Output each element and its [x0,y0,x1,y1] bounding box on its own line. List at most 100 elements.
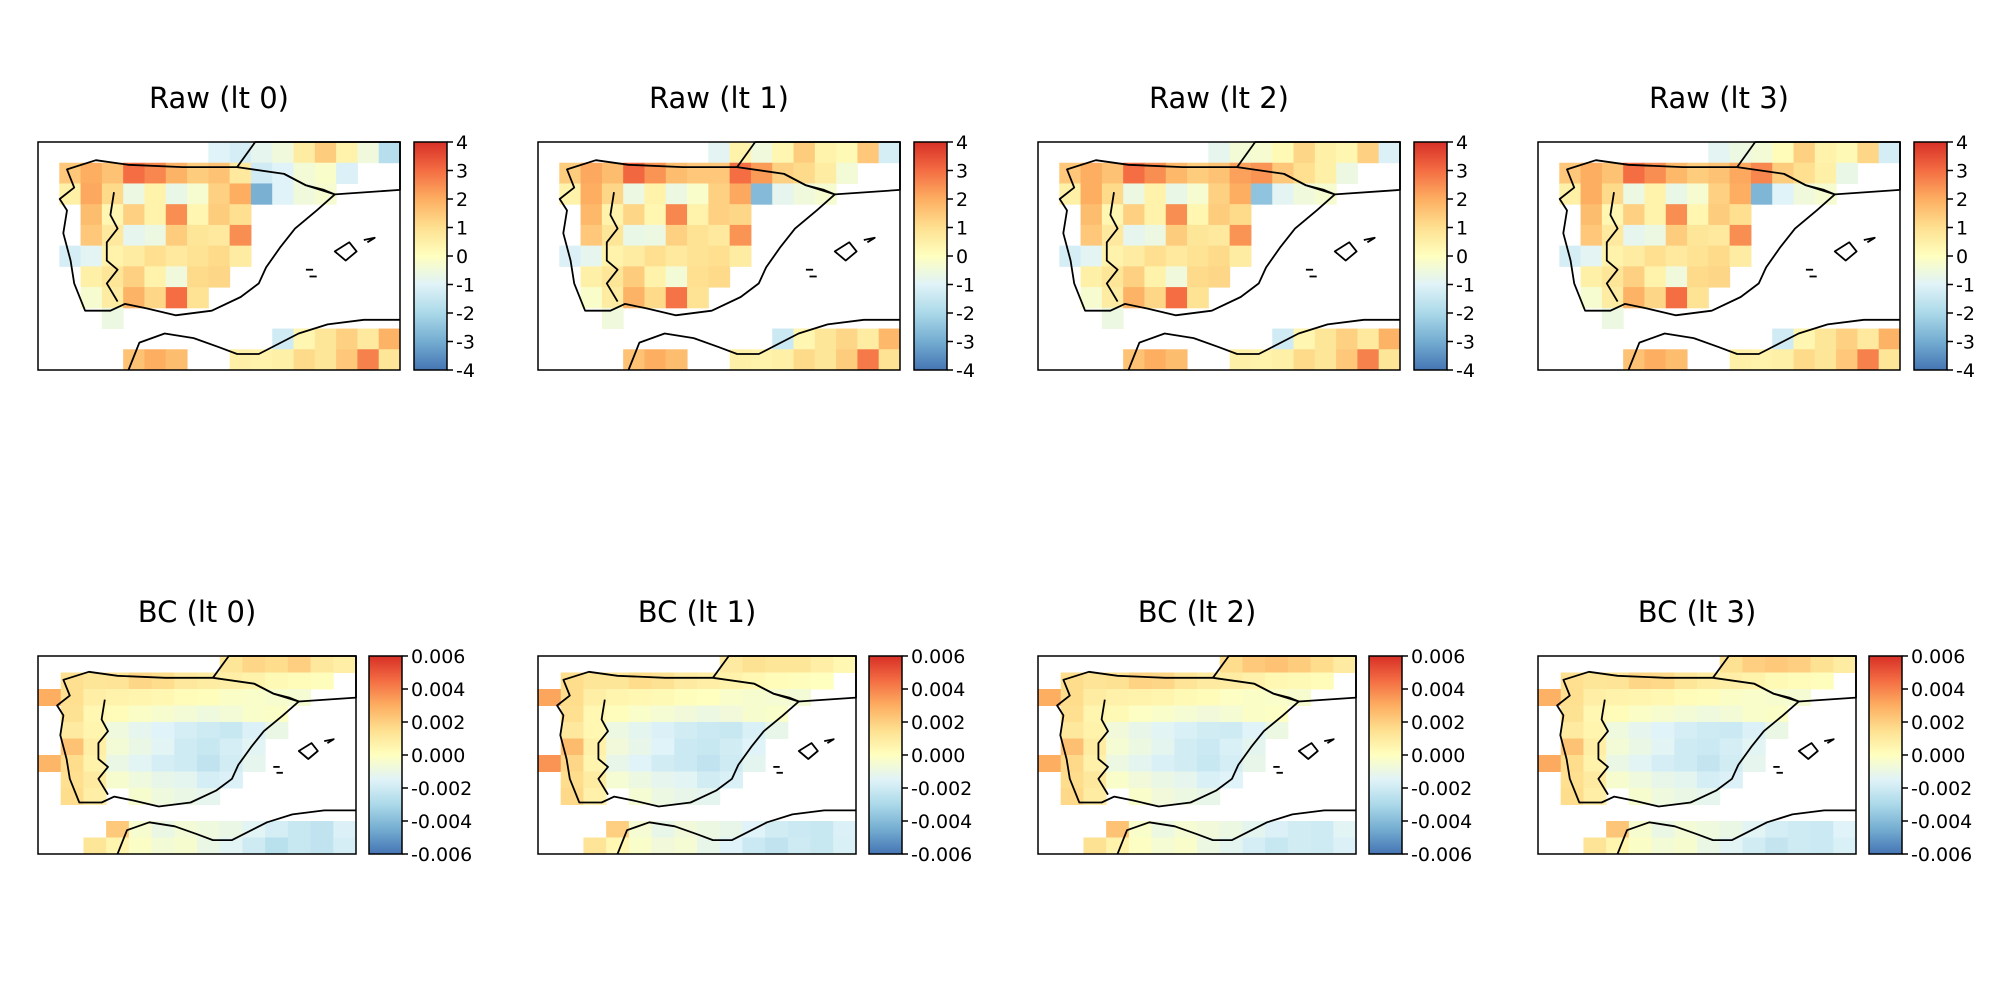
heat-cell [165,162,188,184]
heat-cell [197,689,221,706]
heat-cell [1151,722,1175,739]
colorbar-tick-label: 3 [1956,161,1968,183]
heat-cell [857,142,880,164]
colorbar [1368,655,1403,855]
heat-cell [708,266,731,288]
colorbar-tick-label: -1 [456,275,475,297]
heat-cell [1080,245,1103,267]
heat-cell [1674,788,1698,805]
heat-cell [59,183,82,205]
colorbar-tick-label: 3 [456,161,468,183]
heat-cell [242,705,266,723]
heat-cell [559,183,582,205]
heat-cell [144,349,167,371]
heat-cell [1559,162,1582,184]
heat-cell [165,224,188,247]
colorbar [413,141,448,371]
heat-cell [1151,788,1175,805]
heat-cell [1208,162,1231,184]
heat-cell [1644,224,1667,247]
colorbar-tick-label: 0.006 [911,646,965,668]
heat-cell [1580,224,1603,247]
coastline-iberia [1058,159,1336,317]
heat-cell [1787,656,1812,673]
colorbar-tick-label: 3 [956,161,968,183]
heat-cell [378,349,401,371]
heat-cell [538,755,562,772]
heat-cell [151,788,175,805]
heat-cell [1080,204,1103,226]
heat-cell [810,672,834,690]
coastline-iberia [558,159,836,317]
colorbar-tick-label: 0.000 [1911,745,1965,767]
heat-cell [651,755,675,772]
heat-cell [687,204,709,226]
heat-cell [101,245,124,267]
colorbar-tick-label: 1 [456,218,468,240]
heat-cell [1583,722,1607,739]
heat-cell [1560,771,1584,789]
heat-cell [1265,821,1289,838]
heat-cell [719,689,743,706]
heat-cell [333,837,357,855]
heat-cell [772,349,795,371]
heat-cell [265,837,289,855]
heat-cell [765,821,789,838]
heat-cell [878,349,901,371]
island-menorca [1363,236,1376,244]
coastline-iberia [1558,159,1836,317]
heat-cell [1151,771,1175,789]
heat-cell [765,672,789,690]
heat-cell [1651,705,1675,723]
heat-cell [674,738,698,756]
island-mallorca [333,241,358,262]
colorbar-tick-label: 0 [1456,246,1468,268]
heat-cell [1606,722,1630,739]
heat-cell [287,837,312,855]
colorbar-tick-label: 0.006 [1411,646,1465,668]
heat-cell [1601,162,1624,184]
heat-cell [1708,142,1731,164]
heat-cell [336,328,358,350]
heat-cell [1687,224,1709,247]
heat-cell [708,224,731,247]
heat-cell [1719,837,1743,855]
heat-cell [674,788,698,805]
colorbar-tick-label: -2 [956,303,975,325]
heat-cell [208,162,231,184]
heat-cell [628,771,653,789]
map-panel: BC (lt 2) 0.006 0.004 0.002 0.000 -0.002 -0.00… [1037,595,1472,866]
heat-cell [197,738,221,756]
colorbar-tick-label: 0.006 [411,646,465,668]
heat-cell [1128,755,1153,772]
heat-cell [101,287,124,309]
heat-cell [1719,705,1743,723]
heat-cell [310,656,334,673]
heat-cell [310,672,334,690]
heat-cell [1242,672,1266,690]
heat-cell [1151,672,1175,690]
heat-cell [606,689,630,706]
heat-cell [151,755,175,772]
colorbar-tick-label: -0.002 [1911,778,1972,800]
coastline-iberia [56,670,300,808]
heat-cell [174,705,198,723]
heat-cell [674,672,698,690]
heat-cell [1687,287,1709,309]
heat-cell [1793,349,1816,371]
heat-cell [1165,266,1188,288]
heat-cell [187,183,209,205]
heat-cell [1742,705,1766,723]
map-panel: Raw (lt 0) 4 3 2 1 0 -1 -2 -3 -4 [37,81,475,382]
colorbar-tick-label: 0 [456,246,468,268]
heat-cell [80,266,103,288]
heat-cell [1674,672,1698,690]
heat-cell [174,771,198,789]
heat-cell [1265,837,1289,855]
colorbar-tick-label: 2 [456,189,468,211]
heat-cell [742,656,766,673]
heat-cell [1229,245,1252,267]
coastline-africa [1127,318,1400,371]
heat-cell [165,245,188,267]
colorbar-tick-label: -0.002 [911,778,972,800]
